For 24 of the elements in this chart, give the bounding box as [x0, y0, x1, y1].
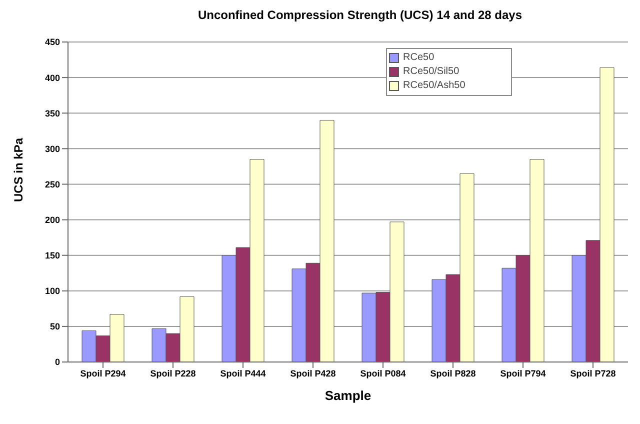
- x-tick-label: Spoil P828: [430, 368, 476, 378]
- y-axis-title: UCS in kPa: [11, 138, 26, 202]
- y-tick-label: 100: [44, 286, 60, 296]
- x-tick-label: Spoil P444: [220, 368, 266, 378]
- legend-label: RCe50/Sil50: [403, 65, 460, 79]
- x-tick-label: Spoil P084: [360, 368, 406, 378]
- y-tick-label: 200: [44, 214, 60, 225]
- y-tick-label: 250: [44, 179, 60, 190]
- y-tick-label: 450: [44, 37, 60, 48]
- chart-title: Unconfined Compression Strength (UCS) 14 and 28 days: [196, 8, 524, 22]
- x-tick-label: Spoil P228: [150, 368, 196, 378]
- y-tick-label: 50: [50, 322, 60, 332]
- y-tick-label: 0: [54, 357, 60, 368]
- y-tick-label: 400: [44, 72, 60, 83]
- legend-label: RCe50/Ash50: [403, 79, 466, 93]
- x-tick-label: Spoil P428: [290, 368, 336, 378]
- x-tick-label: Spoil P794: [500, 368, 546, 378]
- x-tick-label: Spoil P294: [80, 368, 126, 378]
- x-axis-title: Sample: [324, 388, 372, 403]
- y-tick-label: 350: [44, 108, 60, 118]
- x-tick-label: Spoil P728: [570, 368, 616, 378]
- y-tick-label: 300: [44, 144, 60, 154]
- legend-label: RCe50: [403, 51, 434, 65]
- y-tick-label: 150: [44, 250, 60, 261]
